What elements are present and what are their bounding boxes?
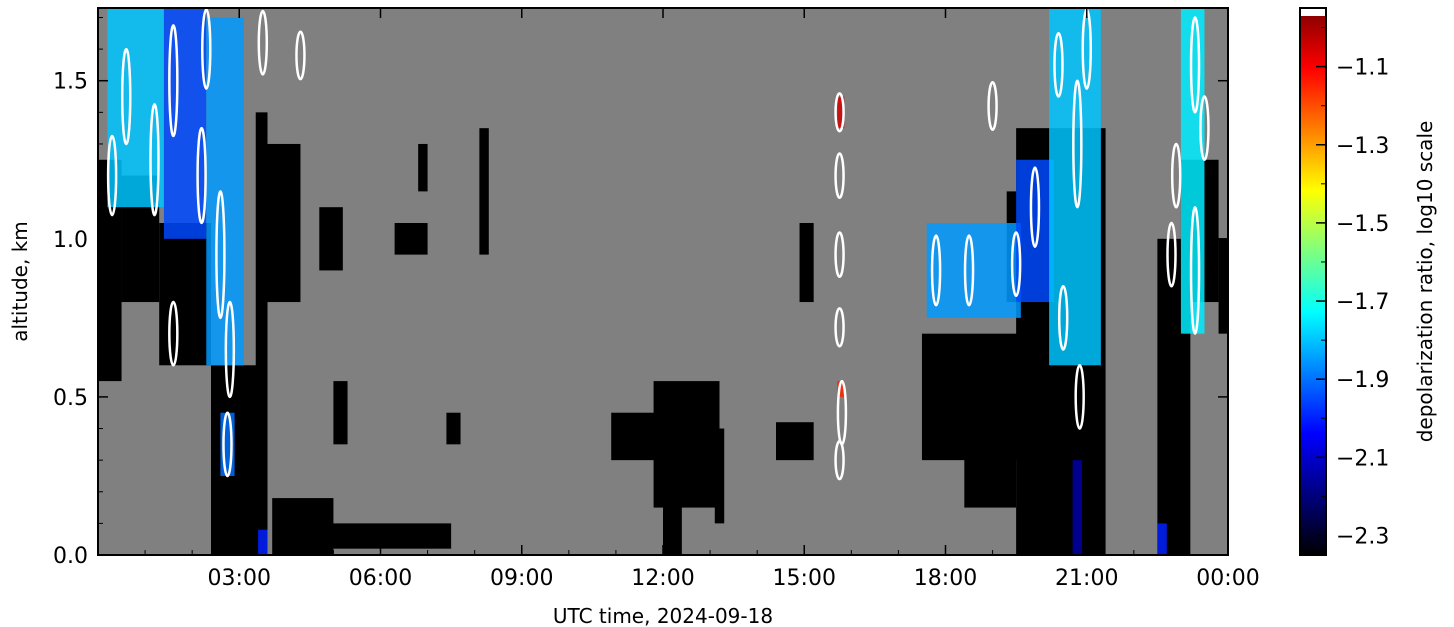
x-axis-title: UTC time, 2024-09-18 xyxy=(553,604,773,627)
x-axis-ticks: 03:00 06:00 09:00 12:00 15:00 18:00 21:00 00:00 xyxy=(144,8,1260,591)
cloud-contour xyxy=(1199,95,1210,162)
cloud-contour xyxy=(215,190,226,320)
cloud-contour xyxy=(121,47,132,146)
colorbar-tick-label: −2.1 xyxy=(1336,446,1389,471)
cloud-contour xyxy=(834,92,845,133)
black-region xyxy=(799,223,814,303)
cloud-contour xyxy=(1057,284,1069,351)
black-region xyxy=(394,223,428,255)
cloud-contour xyxy=(834,439,845,481)
black-region xyxy=(964,412,1017,508)
cloud-contour xyxy=(1010,231,1022,297)
x-tick-label: 00:00 xyxy=(1196,566,1259,591)
black-region xyxy=(319,207,343,271)
colorbar-tick-label: −1.1 xyxy=(1336,56,1389,81)
cloud-contour xyxy=(834,307,845,348)
y-tick-label: 1.5 xyxy=(53,70,88,95)
x-tick-label: 06:00 xyxy=(349,566,412,591)
black-region xyxy=(479,128,489,255)
cloud-contour xyxy=(1029,166,1041,248)
cloud-contour xyxy=(1072,79,1083,209)
x-tick-label: 15:00 xyxy=(773,566,836,591)
black-region xyxy=(267,143,301,303)
x-tick-label: 18:00 xyxy=(914,566,977,591)
depolarization-cell xyxy=(837,381,845,397)
cloud-contour xyxy=(834,231,845,279)
black-region xyxy=(418,143,428,192)
black-region xyxy=(286,523,452,549)
x-tick-label: 03:00 xyxy=(208,566,271,591)
black-region xyxy=(98,159,122,382)
cloud-contour xyxy=(196,126,207,225)
cloud-contour xyxy=(834,152,845,199)
cloud-contour xyxy=(1170,142,1182,209)
depolarization-cell xyxy=(206,17,244,366)
depolarization-cell xyxy=(1180,8,1205,334)
cloud-contour xyxy=(168,300,179,367)
black-region xyxy=(714,428,725,524)
cloud-contour xyxy=(1166,221,1177,288)
y-tick-label: 0.0 xyxy=(53,544,88,569)
black-region xyxy=(776,422,814,461)
x-tick-label: 12:00 xyxy=(631,566,694,591)
depolarization-cell xyxy=(1016,159,1054,303)
cloud-contour xyxy=(987,81,998,131)
black-region xyxy=(159,223,211,366)
cloud-contour xyxy=(1053,32,1064,98)
colorbar-tick-label: −2.3 xyxy=(1336,524,1389,549)
colorbar-tick-label: −1.7 xyxy=(1336,290,1389,315)
black-region xyxy=(255,112,268,555)
black-region xyxy=(663,428,682,555)
x-tick-label: 21:00 xyxy=(1055,566,1118,591)
cloud-contours-layer xyxy=(106,8,1210,481)
y-axis-ticks: 0.0 0.5 1.0 1.5 xyxy=(53,16,1228,569)
colorbar-ticks: −1.1 −1.3 −1.5 −1.7 −1.9 −2.1 −2.3 xyxy=(1316,27,1389,549)
cloud-contour xyxy=(1189,16,1201,114)
plot-area xyxy=(97,7,1229,556)
cloud-contour xyxy=(1074,364,1085,430)
cloud-contour xyxy=(930,234,942,307)
y-tick-label: 1.0 xyxy=(53,228,88,253)
y-axis-title: altitude, km xyxy=(8,221,32,342)
black-region xyxy=(211,365,263,555)
y-tick-label: 0.5 xyxy=(53,386,88,411)
cloud-contour xyxy=(168,24,179,138)
cloud-contour xyxy=(106,134,118,217)
cloud-contour xyxy=(149,103,160,217)
black-region xyxy=(1218,238,1228,334)
colorbar-tick-label: −1.9 xyxy=(1336,368,1389,393)
depolarization-cell xyxy=(1157,523,1167,555)
black-region xyxy=(446,412,461,445)
cloud-contour xyxy=(963,234,975,307)
cloud-contour xyxy=(201,8,212,90)
colorbar-tick-label: −1.3 xyxy=(1336,134,1389,159)
cloud-contour xyxy=(295,30,306,81)
depolarization-cell xyxy=(837,96,845,129)
colorbar-title: depolarization ratio, log10 scale xyxy=(1413,121,1437,443)
x-tick-label: 09:00 xyxy=(490,566,553,591)
cloud-contour xyxy=(224,300,236,399)
colorbar-frame xyxy=(1299,7,1327,556)
cloud-contour xyxy=(1189,205,1201,335)
colorbar-gradient xyxy=(1300,8,1326,555)
colorbar-overflow-cap xyxy=(1300,8,1326,16)
colorbar: −1.1 −1.3 −1.5 −1.7 −1.9 −2.1 −2.3 depolarizat… xyxy=(1299,7,1437,556)
depolarization-cell xyxy=(258,529,268,555)
depolarization-cell xyxy=(1072,460,1083,555)
cloud-contour xyxy=(222,411,233,478)
colorbar-tick-label: −1.5 xyxy=(1336,212,1389,237)
black-region xyxy=(333,381,348,445)
